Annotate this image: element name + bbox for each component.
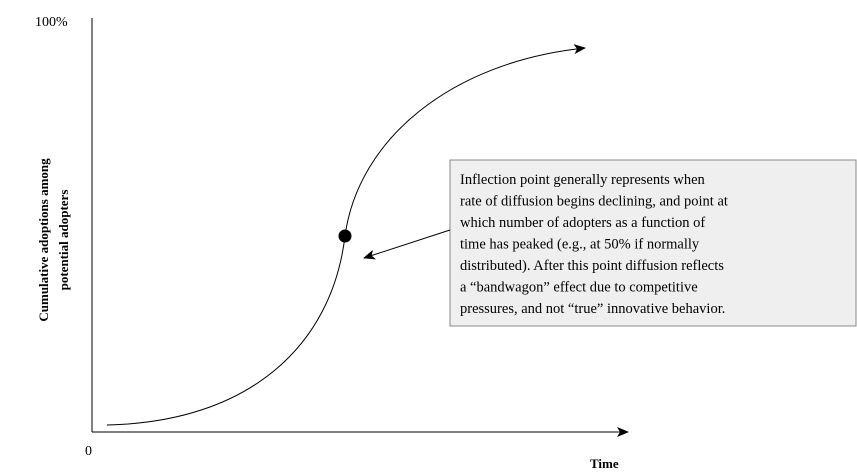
annotation-line: distributed). After this point diffusion… — [460, 258, 724, 274]
annotation-box — [449, 159, 857, 327]
annotation-line: Inflection point generally represents wh… — [460, 172, 706, 188]
y-label-line: Cumulative adoptions among — [36, 158, 51, 322]
annotation-line: rate of diffusion begins declining, and … — [460, 194, 728, 210]
annotation-text: Inflection point generally represents wh… — [460, 172, 728, 317]
inflection-point — [338, 229, 352, 243]
annotation-line: a “bandwagon” effect due to competitive — [460, 280, 698, 296]
annotation-arrow — [363, 229, 451, 260]
y-label: Cumulative adoptions among potential ado… — [36, 158, 71, 322]
annotation-line: pressures, and not “true” innovative beh… — [460, 301, 725, 317]
origin-label: 0 — [85, 444, 92, 459]
annotation-line: which number of adopters as a function o… — [460, 215, 705, 231]
annotation-line: time has peaked (e.g., at 50% if normall… — [460, 237, 700, 253]
x-label: Time — [590, 456, 619, 471]
y-top-label: 100% — [35, 15, 68, 30]
y-label-line: potential adopters — [56, 190, 71, 291]
